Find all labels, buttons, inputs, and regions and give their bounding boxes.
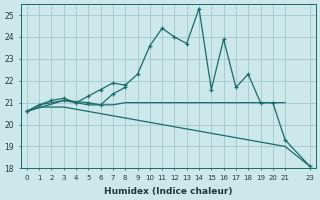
X-axis label: Humidex (Indice chaleur): Humidex (Indice chaleur)	[104, 187, 233, 196]
